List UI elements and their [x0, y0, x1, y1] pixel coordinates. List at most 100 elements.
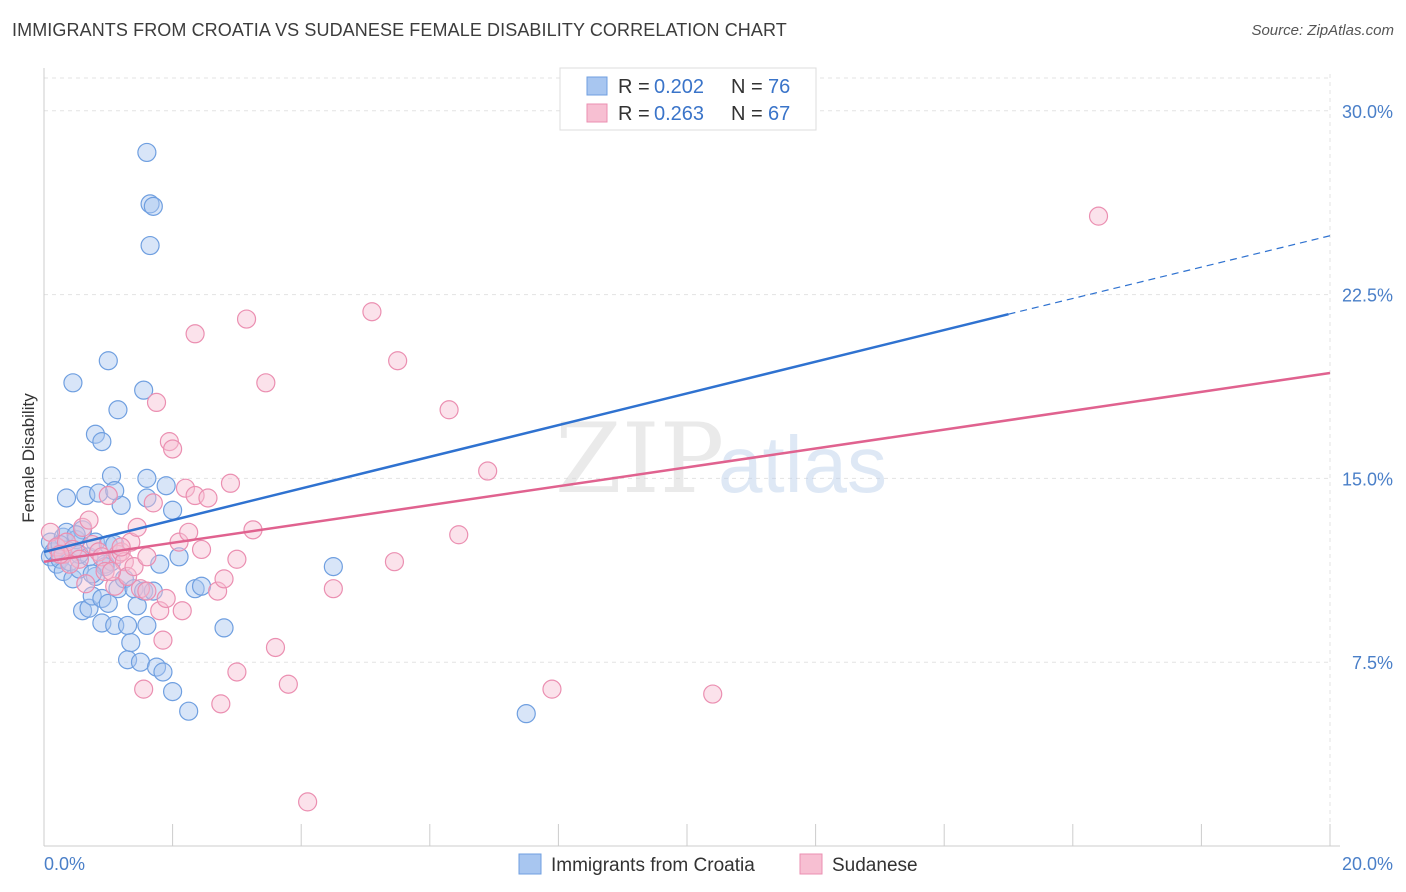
data-point [163, 500, 183, 520]
data-point [101, 561, 122, 582]
data-point [137, 581, 157, 601]
data-point [449, 525, 469, 545]
data-point [439, 400, 459, 420]
data-point [214, 569, 234, 589]
data-point [156, 588, 176, 609]
data-point [72, 517, 93, 537]
data-point [172, 601, 192, 621]
bottom-legend-label-croatia: Immigrants from Croatia [551, 855, 755, 876]
data-point [137, 142, 157, 163]
data-point [191, 576, 212, 596]
data-point [117, 615, 138, 636]
data-point [1088, 206, 1109, 226]
axes: 7.5% 15.0% 22.5% 30.0% 0.0% 20.0% [43, 68, 1393, 874]
watermark-atlas: atlas [718, 420, 887, 509]
data-point [516, 704, 536, 724]
data-point [265, 637, 286, 658]
x-tick-label: 0.0% [44, 854, 85, 874]
data-point [98, 485, 118, 506]
data-point [236, 309, 257, 329]
watermark: ZIP atlas [555, 403, 887, 515]
data-point [542, 679, 562, 699]
data-point [137, 547, 157, 567]
legend-n-value-croatia: 76 [768, 76, 790, 98]
data-point [56, 488, 77, 508]
data-point [130, 652, 151, 672]
data-point [85, 424, 106, 444]
data-point [92, 432, 112, 452]
y-tick-label: 30.0% [1342, 102, 1393, 122]
data-point [134, 679, 154, 699]
data-point [220, 473, 241, 493]
data-point [163, 439, 183, 459]
bottom-legend-label-sudanese: Sudanese [832, 855, 918, 876]
x-tick-label: 20.0% [1342, 854, 1393, 874]
data-point [114, 552, 134, 572]
trend-line-sudanese [43, 371, 1331, 563]
data-point [198, 488, 218, 508]
watermark-zip: ZIP [555, 403, 724, 515]
bottom-legend-swatch-croatia [518, 853, 542, 875]
data-point [134, 380, 154, 400]
data-point [101, 466, 122, 486]
data-point [98, 351, 118, 371]
legend-swatch-sudanese [586, 103, 608, 123]
data-point [179, 701, 199, 721]
data-point [703, 684, 723, 704]
data-point [323, 557, 343, 577]
data-point [388, 351, 408, 371]
data-point [79, 598, 99, 618]
legend-n-label-croatia: N = [731, 76, 763, 98]
data-point [140, 194, 160, 214]
data-point [143, 493, 163, 513]
data-point [143, 196, 163, 216]
data-point [163, 681, 183, 702]
trend-line-extension-croatia [1008, 235, 1331, 315]
data-point [175, 478, 196, 498]
y-tick-label: 22.5% [1342, 286, 1393, 306]
legend-r-label-sudanese: R = [618, 103, 650, 125]
data-point [153, 662, 173, 682]
data-point [63, 569, 83, 589]
legend-n-value-sudanese: 67 [768, 103, 790, 125]
data-point [156, 476, 176, 496]
data-point [137, 615, 157, 636]
legend-stats: R = 0.202 N = 76 R = 0.263 N = 67 [559, 67, 817, 131]
legend-n-label-sudanese: N = [731, 103, 763, 125]
data-point [105, 576, 125, 596]
data-point [478, 461, 498, 481]
y-tick-label: 7.5% [1352, 653, 1393, 673]
data-point [124, 557, 144, 577]
data-point [227, 549, 247, 569]
y-axis-label: Female Disability [19, 393, 38, 523]
data-point [111, 537, 131, 557]
data-point [362, 302, 382, 322]
data-point [211, 694, 231, 714]
data-point [169, 547, 189, 567]
y-tick-label: 15.0% [1342, 469, 1393, 489]
legend-series: Immigrants from Croatia Sudanese [518, 853, 918, 876]
data-point [137, 468, 157, 488]
data-point [227, 662, 247, 682]
data-point [76, 574, 96, 594]
data-point [63, 373, 83, 393]
data-point [79, 510, 99, 530]
data-point [121, 632, 141, 653]
data-point [298, 792, 318, 812]
trend-lines [43, 235, 1331, 563]
data-point [108, 400, 128, 420]
data-point [95, 561, 115, 582]
data-point [146, 392, 167, 413]
data-point [323, 579, 343, 599]
trend-line-croatia [43, 312, 1009, 554]
legend-r-label-croatia: R = [618, 76, 650, 98]
data-point [256, 373, 276, 393]
data-point [278, 674, 298, 694]
legend-r-value-croatia: 0.202 [654, 76, 704, 98]
data-point [140, 235, 160, 256]
data-point [191, 539, 212, 560]
data-point [185, 324, 205, 344]
bottom-legend-swatch-sudanese [799, 853, 823, 875]
